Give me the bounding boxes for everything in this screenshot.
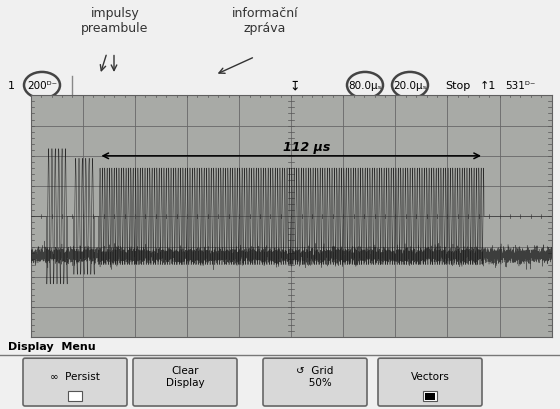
Text: ↑1: ↑1 (480, 81, 496, 91)
FancyBboxPatch shape (425, 393, 435, 400)
Text: Clear
Display: Clear Display (166, 365, 204, 387)
Text: 200ᴰ⁻: 200ᴰ⁻ (27, 81, 57, 91)
Text: 1: 1 (8, 81, 15, 91)
FancyBboxPatch shape (68, 391, 82, 401)
Text: 112 µs: 112 µs (283, 141, 330, 154)
Text: ↧: ↧ (290, 79, 300, 92)
Text: 531ᴰ⁻: 531ᴰ⁻ (505, 81, 535, 91)
Text: Stop: Stop (445, 81, 470, 91)
FancyBboxPatch shape (423, 391, 437, 401)
Text: informační
zpráva: informační zpráva (232, 7, 298, 35)
Text: 80.0µₛ: 80.0µₛ (348, 81, 382, 91)
Text: ∞  Persist: ∞ Persist (50, 371, 100, 381)
Text: 20.0µₛ: 20.0µₛ (393, 81, 427, 91)
Text: Display  Menu: Display Menu (8, 342, 96, 351)
Text: Vectors: Vectors (410, 371, 450, 381)
Text: ↺  Grid
   50%: ↺ Grid 50% (296, 365, 334, 387)
FancyBboxPatch shape (133, 358, 237, 406)
Text: impulsy
preambule: impulsy preambule (81, 7, 149, 35)
FancyBboxPatch shape (263, 358, 367, 406)
FancyBboxPatch shape (378, 358, 482, 406)
FancyBboxPatch shape (23, 358, 127, 406)
